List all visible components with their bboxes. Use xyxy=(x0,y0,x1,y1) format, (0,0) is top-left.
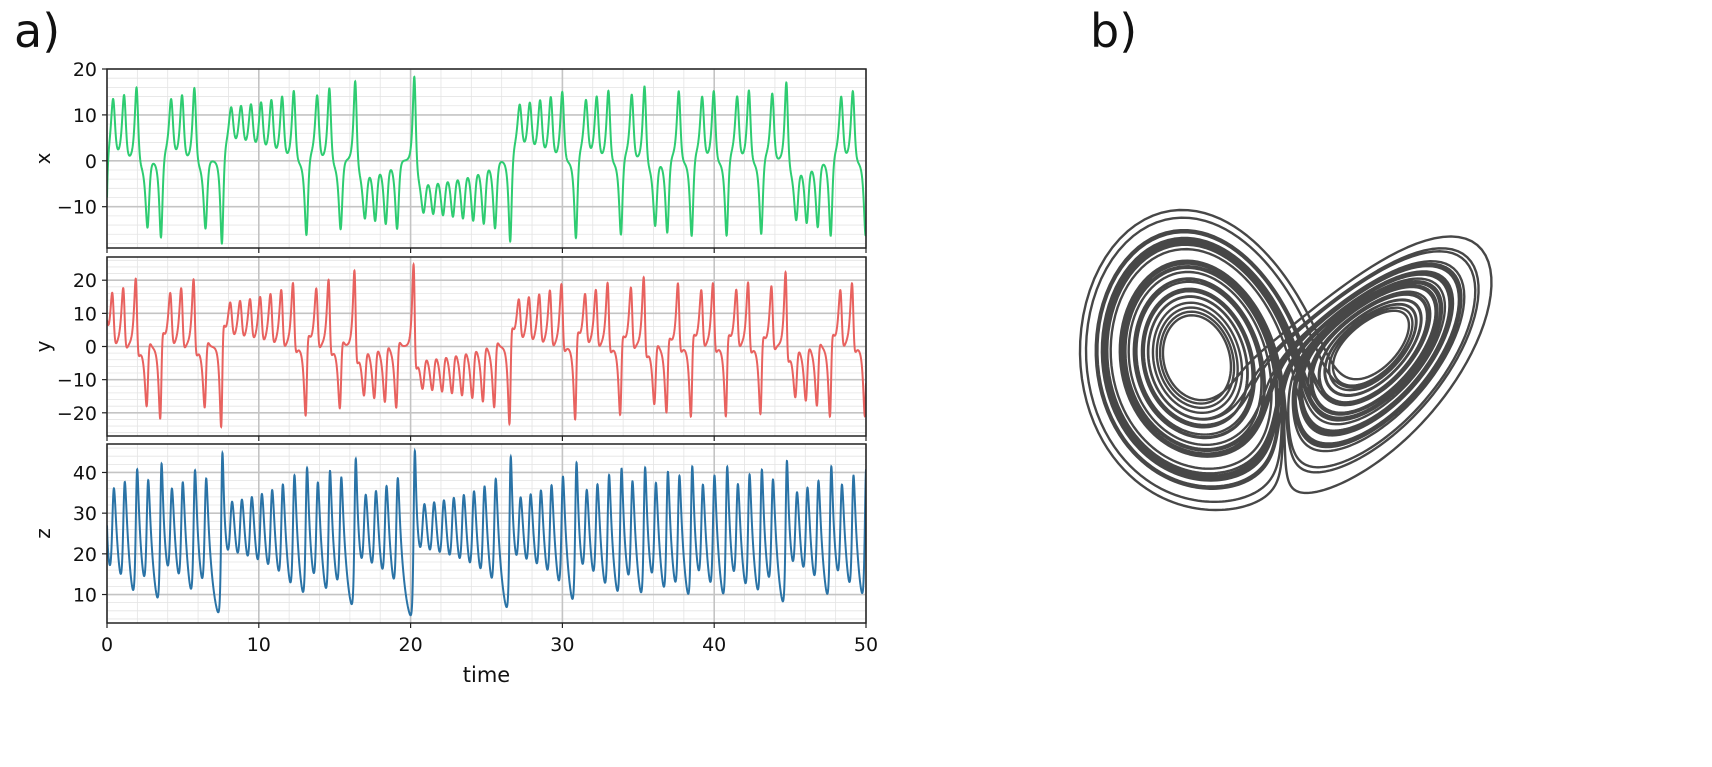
panel-y: −20 −10 0 10 20 y xyxy=(31,256,867,441)
axes-frame xyxy=(106,68,867,249)
panel-x: −10 0 10 20 x xyxy=(31,59,867,253)
y-tick-label: 20 xyxy=(73,59,97,81)
x-tick-label: 20 xyxy=(399,634,423,656)
x-tick-label: 40 xyxy=(702,634,726,656)
axes-frame xyxy=(106,443,867,624)
attractor-group xyxy=(1078,208,1493,512)
x-axis-label: time xyxy=(463,663,510,687)
y-tick-label: 20 xyxy=(73,544,97,566)
x-tick-label: 10 xyxy=(247,634,271,656)
panel-label-a: a) xyxy=(14,4,61,58)
attractor-trajectory xyxy=(1078,208,1493,512)
timeseries-chart: −10 0 10 20 x −20 −10 0 10 20 y 10 20 30 40 z 0 10 20 30 40 5… xyxy=(31,59,878,687)
y-tick-label: 30 xyxy=(73,503,97,525)
y-axis-label: y xyxy=(31,340,55,352)
series-line-x xyxy=(107,75,866,245)
lorenz-attractor-plot xyxy=(1078,208,1493,512)
x-tick-label: 50 xyxy=(854,634,878,656)
y-tick-label: 20 xyxy=(73,270,97,292)
y-axis-label: x xyxy=(31,152,55,164)
y-tick-label: 0 xyxy=(85,337,97,359)
panel-z: 10 20 30 40 z 0 10 20 30 40 50 xyxy=(31,443,878,656)
y-tick-label: 10 xyxy=(73,303,97,325)
series-line-z xyxy=(107,447,866,617)
series-line-y xyxy=(107,261,866,429)
y-tick-label: 40 xyxy=(73,462,97,484)
y-tick-label: 0 xyxy=(85,151,97,173)
y-axis-label: z xyxy=(31,528,55,539)
y-tick-label: 10 xyxy=(73,105,97,127)
y-tick-label: −10 xyxy=(57,370,97,392)
y-tick-label: 10 xyxy=(73,585,97,607)
y-tick-label: −10 xyxy=(57,197,97,219)
x-tick-label: 0 xyxy=(101,634,113,656)
y-tick-label: −20 xyxy=(57,403,97,425)
x-tick-label: 30 xyxy=(550,634,574,656)
panel-label-b: b) xyxy=(1090,4,1138,58)
